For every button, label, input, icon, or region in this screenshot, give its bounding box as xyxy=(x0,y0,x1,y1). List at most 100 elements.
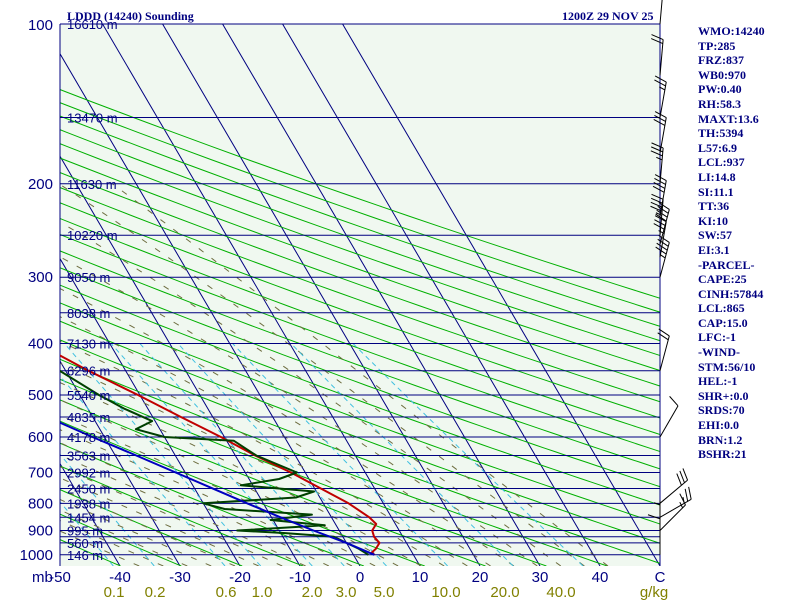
dry-adiabat-line xyxy=(60,267,660,488)
pressure-tick-label: 400 xyxy=(28,336,53,353)
index-row: CAP:15.0 xyxy=(698,315,748,330)
index-row: PW:0.40 xyxy=(698,82,742,97)
temperature-tick-label: -40 xyxy=(109,569,131,586)
height-label: 2992 m xyxy=(67,466,110,481)
moist-adiabat-line xyxy=(112,183,609,566)
index-row: RH:58.3 xyxy=(698,96,741,111)
pressure-tick-label: 800 xyxy=(28,495,53,512)
index-row: LFC:-1 xyxy=(698,330,736,345)
height-label: 6296 m xyxy=(67,364,110,379)
wind-barb xyxy=(650,193,664,236)
temperature-tick-label: 30 xyxy=(532,569,549,586)
mixing-ratio-line xyxy=(60,453,155,566)
wind-barb xyxy=(659,493,686,531)
pressure-tick-label: 900 xyxy=(28,522,53,539)
dry-adiabat-line xyxy=(60,89,660,299)
dry-adiabat-line xyxy=(60,233,660,453)
temperature-tick-label: 40 xyxy=(592,569,609,586)
height-label: 5540 m xyxy=(67,388,110,403)
height-label: 13470 m xyxy=(67,110,118,125)
height-label: 1938 m xyxy=(67,496,110,511)
mixing-ratio-tick-label: 40.0 xyxy=(546,584,575,600)
index-row: MAXT:13.6 xyxy=(698,111,759,126)
stability-index-panel: WMO:14240 TP:285 FRZ:837 WB0:970 PW:0.40 RH:5… xyxy=(698,24,798,462)
temperature-tick-label: -30 xyxy=(169,569,191,586)
index-row: LI:14.8 xyxy=(698,169,736,184)
height-label: 146 m xyxy=(67,548,103,563)
moist-adiabat-line xyxy=(60,442,330,566)
dry-adiabat-line xyxy=(60,217,660,435)
mixing-ratio-tick-label: 3.0 xyxy=(336,584,357,600)
height-label: 16610 m xyxy=(67,17,118,32)
dewpoint-profile xyxy=(60,369,369,556)
height-label: 11630 m xyxy=(67,177,117,192)
parcel-profile xyxy=(60,421,375,556)
pressure-tick-label: 1000 xyxy=(20,547,53,564)
isotherm-line xyxy=(162,24,481,566)
index-row: EHI:0.0 xyxy=(698,418,740,433)
pressure-tick-label: 100 xyxy=(28,17,53,34)
dry-adiabat-line xyxy=(60,172,660,387)
height-label: 4835 m xyxy=(67,410,110,425)
mixing-ratio-tick-label: 0.6 xyxy=(216,584,237,600)
index-row: BRN:1.2 xyxy=(698,432,743,447)
height-label: 7130 m xyxy=(67,337,110,352)
wind-barb xyxy=(659,486,692,518)
index-row: SI:11.1 xyxy=(698,184,734,199)
index-row: WMO:14240 xyxy=(698,24,765,38)
wind-barb xyxy=(657,328,670,371)
station-title: LDDD (14240) Sounding xyxy=(67,9,194,23)
isotherm-line xyxy=(342,24,660,566)
index-row: FRZ:837 xyxy=(698,53,744,68)
index-row: SW:57 xyxy=(698,228,733,243)
height-label: 4178 m xyxy=(67,430,110,445)
height-label: 9050 m xyxy=(67,270,110,285)
pressure-tick-label: 200 xyxy=(28,176,53,193)
wind-barb xyxy=(654,75,667,118)
isotherm-line xyxy=(102,24,421,566)
dry-adiabat-line xyxy=(60,202,660,419)
dry-adiabat-line xyxy=(60,250,660,470)
plot-background xyxy=(60,24,660,566)
dry-adiabat-line xyxy=(60,129,660,342)
temperature-tick-label: -10 xyxy=(289,569,311,586)
height-label: 560 m xyxy=(67,536,103,551)
dry-adiabat-line xyxy=(60,420,425,566)
wind-barb xyxy=(650,34,664,76)
moist-adiabat-line xyxy=(60,429,353,566)
dry-adiabat-line xyxy=(60,358,608,566)
isotherm-line xyxy=(60,257,241,566)
mixing-ratio-tick-label: 5.0 xyxy=(374,584,395,600)
index-row: STM:56/10 xyxy=(698,359,756,374)
mixing-ratio-line xyxy=(232,343,448,566)
isotherm-line xyxy=(60,52,361,566)
mixing-ratio-line xyxy=(110,343,313,566)
index-row: KI:10 xyxy=(698,213,728,228)
index-row: CINH:57844 xyxy=(698,286,764,301)
index-row: WB0:970 xyxy=(698,67,746,82)
temperature-tick-label: 20 xyxy=(472,569,489,586)
height-label: 1454 m xyxy=(67,510,110,525)
dry-adiabat-line xyxy=(60,399,486,566)
height-label: 10220 m xyxy=(67,228,118,243)
height-label: 3563 m xyxy=(67,448,110,463)
pressure-unit-label: mb xyxy=(32,569,53,586)
moist-adiabat-line xyxy=(60,362,445,566)
dry-adiabat-line xyxy=(60,465,304,566)
temperature-tick-label: 0 xyxy=(356,569,364,586)
temperature-tick-label: -50 xyxy=(49,569,71,586)
dry-adiabat-line xyxy=(60,320,660,544)
mixing-ratio-tick-label: 1.0 xyxy=(252,584,273,600)
moist-adiabat-line xyxy=(60,519,164,566)
dry-adiabat-line xyxy=(60,339,660,564)
index-row: EI:3.1 xyxy=(698,242,730,257)
dry-adiabat-line xyxy=(60,302,660,525)
index-row: TH:5394 xyxy=(698,126,744,141)
wind-barb xyxy=(659,396,679,438)
index-row: SHR+:0.0 xyxy=(698,388,749,403)
moist-adiabat-line xyxy=(60,498,212,566)
isotherm-line xyxy=(60,462,121,566)
mixing-ratio-line xyxy=(290,343,514,566)
dry-adiabat-line xyxy=(60,102,660,313)
pressure-tick-label: 300 xyxy=(28,269,53,286)
